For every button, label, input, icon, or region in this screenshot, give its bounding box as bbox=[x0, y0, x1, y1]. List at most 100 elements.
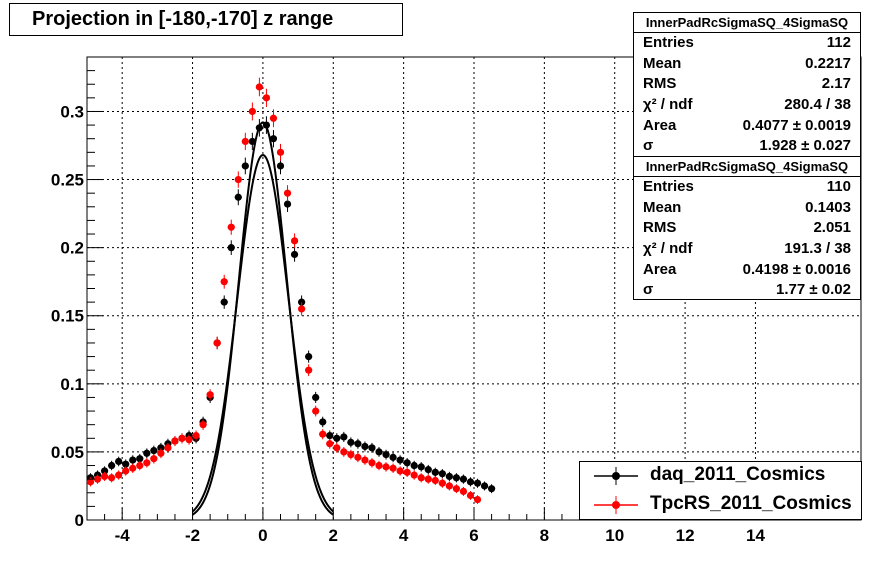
data-point-tpcrs bbox=[100, 472, 109, 481]
data-point-tpcrs bbox=[86, 478, 95, 486]
data-point-daq bbox=[354, 440, 362, 448]
data-point-tpcrs bbox=[305, 366, 313, 374]
data-point-tpcrs bbox=[319, 430, 327, 438]
stats-row-rms: RMS 2.17 bbox=[643, 75, 851, 93]
data-point-tpcrs bbox=[361, 456, 369, 464]
data-point-tpcrs bbox=[473, 495, 482, 504]
data-point-daq bbox=[333, 434, 341, 442]
data-point-daq bbox=[417, 463, 425, 471]
data-point-daq bbox=[487, 485, 496, 493]
data-point-daq bbox=[269, 135, 278, 143]
y-tick-label: 0.2 bbox=[60, 239, 84, 258]
data-markers bbox=[86, 77, 496, 504]
fit-curves bbox=[191, 121, 334, 516]
data-point-tpcrs bbox=[178, 434, 186, 442]
data-point-tpcrs bbox=[298, 305, 306, 313]
data-point-tpcrs bbox=[213, 339, 221, 347]
data-point-tpcrs bbox=[445, 482, 453, 490]
data-point-daq bbox=[241, 162, 249, 170]
data-point-tpcrs bbox=[269, 114, 278, 122]
data-point-tpcrs bbox=[466, 491, 475, 500]
data-point-daq bbox=[368, 444, 376, 452]
data-point-tpcrs bbox=[192, 431, 200, 440]
legend-item-tpcrs: TpcRS_2011_Cosmics bbox=[580, 491, 861, 519]
data-point-tpcrs bbox=[333, 444, 341, 452]
data-point-tpcrs bbox=[108, 474, 116, 482]
data-point-daq bbox=[143, 449, 151, 457]
data-point-tpcrs bbox=[354, 453, 362, 461]
legend-marker-daq bbox=[594, 467, 638, 485]
data-point-daq bbox=[473, 479, 482, 487]
data-point-tpcrs bbox=[276, 148, 285, 156]
data-point-tpcrs bbox=[93, 475, 102, 483]
stats-row-sigma: σ 1.77 ± 0.02 bbox=[643, 281, 851, 299]
y-tick-label: 0.1 bbox=[60, 375, 84, 394]
data-point-tpcrs bbox=[171, 437, 179, 445]
data-point-daq bbox=[459, 475, 468, 483]
data-point-daq bbox=[255, 124, 263, 132]
data-point-daq bbox=[382, 451, 390, 459]
data-point-daq bbox=[375, 448, 383, 456]
data-point-daq bbox=[389, 453, 397, 461]
stats-row-sigma: σ 1.928 ± 0.027 bbox=[643, 137, 851, 155]
data-point-tpcrs bbox=[417, 474, 425, 482]
y-tick-label: 0.3 bbox=[60, 102, 84, 121]
stats-row-area: Area 0.4077 ± 0.0019 bbox=[643, 116, 851, 134]
fit-curve bbox=[191, 121, 334, 516]
legend-marker-tpcrs bbox=[594, 496, 638, 514]
data-point-daq bbox=[361, 442, 369, 451]
data-point-tpcrs bbox=[199, 421, 207, 429]
stats-box-header: InnerPadRcSigmaSQ_4SigmaSQ bbox=[634, 13, 860, 33]
data-point-tpcrs bbox=[206, 391, 214, 399]
legend-label-daq: daq_2011_Cosmics bbox=[650, 464, 826, 485]
axes: -4 -2 0 2 4 6 8 10 12 14 0 0.05 0.1 0.15 0.2 0.25 0.3 bbox=[51, 56, 862, 545]
data-point-daq bbox=[396, 456, 404, 464]
legend: daq_2011_Cosmics TpcRS_2011_Cosmics bbox=[579, 461, 862, 520]
data-point-tpcrs bbox=[157, 449, 165, 457]
data-point-daq bbox=[248, 137, 256, 146]
data-point-tpcrs bbox=[389, 464, 397, 472]
data-point-daq bbox=[283, 200, 292, 208]
data-point-daq bbox=[227, 244, 235, 252]
legend-item-daq: daq_2011_Cosmics bbox=[580, 462, 861, 490]
data-point-tpcrs bbox=[340, 448, 348, 456]
data-point-daq bbox=[480, 482, 489, 490]
data-point-daq bbox=[100, 467, 109, 475]
stats-row-mean: Mean 0.2217 bbox=[643, 54, 851, 72]
data-point-daq bbox=[262, 121, 271, 129]
data-point-daq bbox=[220, 298, 228, 306]
data-point-daq bbox=[157, 444, 165, 452]
stats-row-mean: Mean 0.1403 bbox=[643, 198, 851, 216]
data-point-tpcrs bbox=[255, 83, 263, 91]
stats-box-header: InnerPadRcSigmaSQ_4SigmaSQ bbox=[634, 157, 860, 177]
data-point-daq bbox=[403, 459, 411, 467]
legend-label-tpcrs: TpcRS_2011_Cosmics bbox=[650, 493, 852, 514]
data-point-tpcrs bbox=[164, 444, 172, 452]
data-point-daq bbox=[326, 431, 334, 440]
y-tick-label: 0 bbox=[75, 511, 84, 530]
data-point-tpcrs bbox=[241, 137, 249, 146]
data-point-daq bbox=[122, 460, 130, 468]
data-point-tpcrs bbox=[459, 487, 468, 496]
data-point-tpcrs bbox=[248, 107, 256, 116]
x-tick-label: 4 bbox=[399, 526, 409, 545]
stats-row-chi2: χ² / ndf 280.4 / 38 bbox=[643, 96, 851, 114]
y-tick-label: 0.15 bbox=[51, 307, 84, 326]
data-point-daq bbox=[298, 298, 306, 306]
data-point-tpcrs bbox=[403, 468, 411, 476]
stats-box-daq: InnerPadRcSigmaSQ_4SigmaSQ Entries 112 Me… bbox=[633, 12, 861, 157]
data-point-daq bbox=[340, 433, 348, 441]
stats-row-entries: Entries 110 bbox=[643, 178, 851, 195]
data-point-daq bbox=[452, 474, 461, 482]
data-point-tpcrs bbox=[410, 471, 418, 479]
data-point-daq bbox=[290, 250, 299, 259]
x-tick-label: 8 bbox=[540, 526, 549, 545]
data-point-daq bbox=[150, 446, 158, 455]
fit-curve bbox=[191, 154, 334, 513]
x-tick-label: -4 bbox=[115, 526, 131, 545]
x-tick-label: 14 bbox=[746, 526, 765, 545]
data-point-tpcrs bbox=[396, 467, 404, 475]
data-point-daq bbox=[115, 457, 123, 466]
x-tick-label: 2 bbox=[329, 526, 338, 545]
